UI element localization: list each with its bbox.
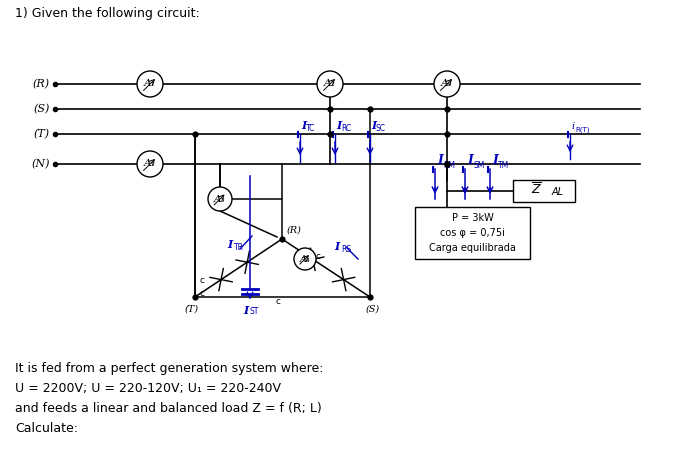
Text: I: I <box>244 306 249 316</box>
Text: (R): (R) <box>287 226 302 235</box>
Text: Carga equilibrada: Carga equilibrada <box>429 243 516 253</box>
Text: (T): (T) <box>34 129 50 139</box>
Text: A₂: A₂ <box>324 79 335 89</box>
Text: RC: RC <box>341 124 351 133</box>
Text: TC: TC <box>306 124 315 133</box>
Text: I: I <box>301 120 306 131</box>
Text: RM: RM <box>443 161 455 170</box>
Text: AL: AL <box>551 187 564 197</box>
Text: c: c <box>200 276 205 285</box>
Circle shape <box>434 71 460 97</box>
Text: I: I <box>467 154 473 167</box>
Text: I: I <box>335 242 340 252</box>
Text: SC: SC <box>376 124 386 133</box>
Text: I: I <box>336 120 341 131</box>
Text: A₄: A₄ <box>299 255 310 263</box>
Text: A₃: A₃ <box>214 194 226 203</box>
Text: (R): (R) <box>33 79 50 89</box>
Text: 1) Given the following circuit:: 1) Given the following circuit: <box>15 7 200 20</box>
Text: I: I <box>492 154 498 167</box>
Text: i: i <box>571 122 574 131</box>
Text: c: c <box>316 252 321 261</box>
Text: and feeds a linear and balanced load Z = f (R; L): and feeds a linear and balanced load Z =… <box>15 402 322 415</box>
Text: cos φ = 0,75i: cos φ = 0,75i <box>440 228 505 238</box>
Text: (N): (N) <box>31 159 50 169</box>
Text: (S): (S) <box>33 104 50 114</box>
Text: ST: ST <box>250 306 260 316</box>
Circle shape <box>317 71 343 97</box>
Text: RS: RS <box>341 246 351 255</box>
Circle shape <box>208 187 232 211</box>
Text: SM: SM <box>473 161 484 170</box>
Circle shape <box>137 71 163 97</box>
Text: U = 2200V; U = 220-120V; U₁ = 220-240V: U = 2200V; U = 220-120V; U₁ = 220-240V <box>15 382 281 395</box>
Circle shape <box>294 248 316 270</box>
Text: A₆: A₆ <box>441 79 453 89</box>
Bar <box>415 207 530 259</box>
Text: I: I <box>437 154 443 167</box>
Text: $\overline{Z}$: $\overline{Z}$ <box>531 182 542 198</box>
Text: TR: TR <box>234 242 244 252</box>
Text: A₅: A₅ <box>144 159 156 168</box>
Text: c: c <box>276 297 280 306</box>
Text: I: I <box>228 238 233 250</box>
Text: R(T): R(T) <box>575 127 590 133</box>
Bar <box>513 180 575 202</box>
Text: (T): (T) <box>185 305 199 314</box>
Text: c: c <box>200 289 205 298</box>
Text: A₁: A₁ <box>144 79 156 89</box>
Text: (S): (S) <box>366 305 380 314</box>
Text: TM: TM <box>498 161 509 170</box>
Text: Calculate:: Calculate: <box>15 422 78 435</box>
Text: It is fed from a perfect generation system where:: It is fed from a perfect generation syst… <box>15 362 324 375</box>
Circle shape <box>137 151 163 177</box>
Text: P = 3kW: P = 3kW <box>452 213 493 223</box>
Text: I: I <box>371 120 377 131</box>
